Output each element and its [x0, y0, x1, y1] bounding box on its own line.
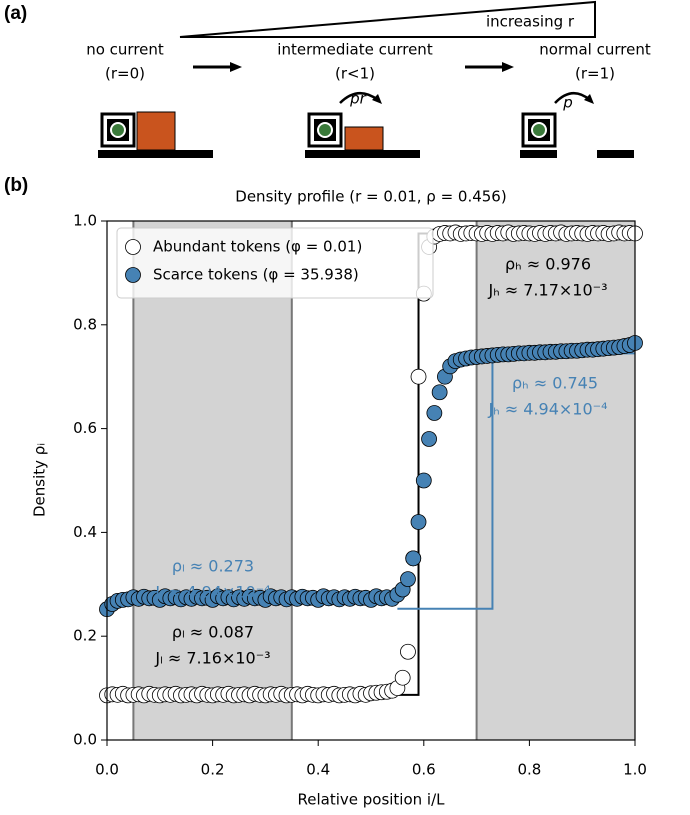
data-point: [400, 643, 416, 660]
state-name: no current: [86, 41, 164, 59]
data-point: [400, 571, 416, 588]
x-tick-label: 1.0: [623, 761, 647, 779]
legend-marker: [125, 267, 141, 283]
y-tick-label: 0.2: [73, 627, 97, 645]
data-point: [405, 550, 422, 567]
data-point: [410, 368, 427, 385]
data-point: [410, 514, 427, 530]
icon-no-current: [98, 111, 213, 158]
x-tick-label: 0.8: [517, 761, 541, 779]
annotation: ρₕ ≈ 0.976: [505, 255, 591, 274]
wedge-label: increasing r: [486, 13, 575, 31]
state-condition: (r<1): [335, 65, 375, 83]
y-tick-label: 1.0: [73, 212, 97, 230]
annotation: ρₗ ≈ 0.273: [172, 557, 254, 576]
legend-marker: [125, 239, 141, 255]
panel-label: (b): [4, 175, 28, 196]
x-tick-label: 0.2: [201, 761, 225, 779]
shaded-region: [476, 221, 635, 740]
annotation: ρₕ ≈ 0.745: [512, 374, 598, 393]
y-tick-label: 0.6: [73, 419, 97, 437]
icon-normal: [520, 92, 634, 158]
data-point: [431, 384, 448, 401]
y-tick-label: 0.4: [73, 523, 97, 541]
data-point: [394, 669, 411, 686]
axes-frame: [106, 220, 636, 741]
wedge: [179, 0, 596, 38]
x-tick-label: 0.0: [95, 761, 119, 779]
x-tick-label: 0.4: [306, 761, 330, 779]
data-point: [421, 431, 437, 447]
legend-box: [116, 227, 434, 299]
y-axis-label: Density ρᵢ: [31, 443, 49, 517]
legend-label: Abundant tokens (φ = 0.01): [153, 238, 362, 256]
data-point: [415, 472, 432, 489]
shaded-region: [133, 221, 292, 740]
annotation: Jₕ ≈ 7.17×10⁻³: [487, 281, 607, 300]
icon-intermediate: [305, 92, 420, 158]
annotation: Jₗ ≈ 4.94×10⁻⁴: [154, 583, 270, 602]
hop-label: pr: [349, 90, 367, 108]
annotation: Jₗ ≈ 7.16×10⁻³: [154, 649, 270, 668]
state-name: intermediate current: [277, 41, 433, 59]
hop-label: p: [562, 94, 573, 112]
state-name: normal current: [539, 41, 651, 59]
state-condition: (r=0): [105, 65, 145, 83]
chart-title: Density profile (r = 0.01, ρ = 0.456): [235, 188, 506, 206]
panel-label: (a): [4, 3, 27, 24]
x-axis-label: Relative position i/L: [297, 791, 445, 809]
annotation: ρₗ ≈ 0.087: [172, 623, 254, 642]
x-tick-label: 0.6: [412, 761, 436, 779]
state-condition: (r=1): [575, 65, 615, 83]
y-tick-label: 0.8: [73, 315, 97, 333]
annotation: Jₕ ≈ 4.94×10⁻⁴: [487, 400, 607, 419]
y-tick-label: 0.0: [73, 731, 97, 749]
legend-label: Scarce tokens (φ = 35.938): [153, 266, 359, 284]
data-point: [426, 405, 443, 421]
arrows: [193, 62, 514, 72]
